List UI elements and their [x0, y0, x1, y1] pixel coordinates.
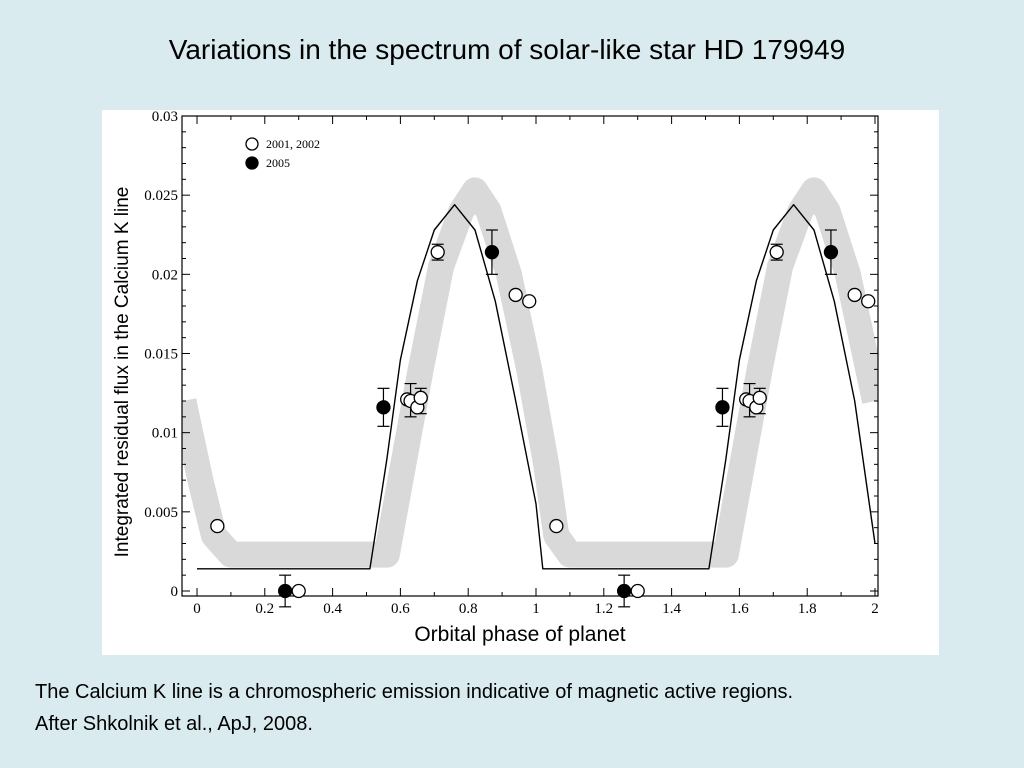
- open-data-point: [861, 294, 876, 309]
- filled-data-point: [715, 400, 730, 415]
- y-tick-label: 0.03: [152, 109, 178, 125]
- model-curve: [197, 203, 876, 570]
- x-tick-label: 1.2: [594, 601, 613, 617]
- model-curve-layer: [197, 203, 876, 570]
- y-tick-label: 0.015: [144, 347, 178, 363]
- x-tick-label: 1.6: [730, 601, 749, 617]
- x-tick-label: 0: [193, 601, 201, 617]
- open-data-point: [522, 294, 537, 309]
- y-tick-label: 0.025: [144, 188, 178, 204]
- open-data-point: [430, 245, 445, 260]
- x-tick-label: 1.4: [662, 601, 681, 617]
- y-axis-label: Integrated residual flux in the Calcium …: [112, 186, 133, 558]
- shaded-band: [182, 177, 878, 568]
- slide-caption: The Calcium K line is a chromospheric em…: [35, 676, 793, 740]
- filled-data-point: [376, 400, 391, 415]
- open-data-point: [549, 518, 564, 534]
- caption-line-2: After Shkolnik et al., ApJ, 2008.: [35, 713, 313, 735]
- x-tick-label: 1: [532, 601, 540, 617]
- shaded-band-layer: [182, 177, 878, 568]
- open-data-point: [508, 287, 523, 303]
- legend-marker: [245, 156, 259, 170]
- x-tick-label: 0.6: [391, 601, 410, 617]
- filled-data-point: [616, 583, 632, 599]
- open-data-point: [752, 390, 767, 405]
- y-tick-label: 0.02: [152, 267, 178, 283]
- slide-title: Variations in the spectrum of solar-like…: [168, 34, 846, 65]
- filled-data-point: [277, 583, 293, 599]
- y-tick-label: 0.005: [144, 505, 178, 521]
- legend-label: 2001, 2002: [266, 137, 320, 151]
- open-data-point: [210, 518, 225, 534]
- y-tick-label: 0: [171, 584, 179, 600]
- x-tick-label: 0.4: [323, 601, 342, 617]
- y-tick-label: 0.01: [152, 426, 178, 442]
- open-data-point: [630, 583, 645, 599]
- x-tick-label: 0.2: [255, 601, 274, 617]
- legend-label: 2005: [266, 156, 290, 170]
- caption-line-1: The Calcium K line is a chromospheric em…: [35, 681, 794, 703]
- x-axis-label: Orbital phase of planet: [414, 623, 626, 646]
- x-tick-label: 0.8: [459, 601, 478, 617]
- axis-ticks: 0 0.2 0.4 0.6 0.8 1 1.2 1.4 1.6 1.8 2 0 0.005 0.01 0.0…: [144, 109, 879, 617]
- x-tick-label: 2: [871, 601, 879, 617]
- legend-marker: [245, 137, 259, 151]
- open-data-point: [291, 583, 306, 599]
- x-tick-label: 1.8: [798, 601, 817, 617]
- open-data-point: [413, 390, 428, 405]
- plot-frame: [181, 115, 879, 597]
- filled-data-point: [823, 245, 839, 260]
- data-points: [210, 245, 876, 599]
- filled-data-point: [484, 245, 500, 260]
- open-data-point: [769, 245, 784, 260]
- open-data-point: [847, 287, 862, 303]
- legend: 2001, 2002 2005: [245, 137, 320, 170]
